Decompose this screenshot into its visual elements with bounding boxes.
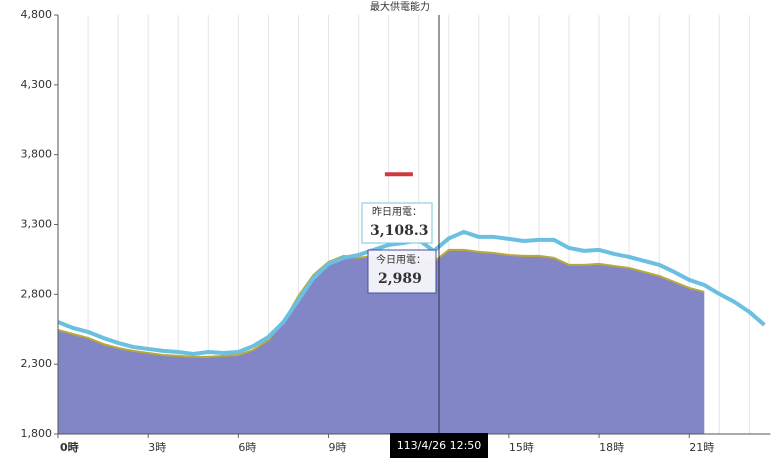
today-area — [58, 249, 705, 434]
chart-title: 最大供電能力 — [370, 0, 430, 13]
tooltip-value: 2,989 — [378, 271, 422, 287]
time-box — [390, 433, 488, 458]
x-tick-label: 0時 — [60, 440, 79, 454]
x-tick-label: 21時 — [689, 441, 714, 454]
y-tick-label: 2,300 — [21, 357, 53, 370]
time-label: 113/4/26 12:50 — [397, 439, 482, 452]
x-tick-label: 6時 — [238, 441, 256, 454]
y-tick-label: 3,300 — [21, 218, 53, 231]
tooltip-value: 3,108.3 — [370, 223, 428, 239]
x-tick-label: 3時 — [148, 441, 166, 454]
x-tick-label: 9時 — [329, 441, 347, 454]
y-tick-label: 4,300 — [21, 78, 53, 91]
x-tick-label: 18時 — [599, 441, 624, 454]
tooltip-label: 昨日用電： — [372, 206, 422, 218]
y-tick-label: 4,800 — [21, 8, 53, 21]
y-tick-label: 3,800 — [21, 148, 53, 161]
y-tick-label: 2,800 — [21, 287, 53, 300]
y-tick-label: 1,800 — [21, 427, 53, 440]
x-tick-label: 15時 — [509, 441, 534, 454]
tooltip-box — [367, 249, 437, 294]
tooltip-box — [361, 202, 433, 244]
tooltip-label: 今日用電： — [376, 253, 426, 266]
